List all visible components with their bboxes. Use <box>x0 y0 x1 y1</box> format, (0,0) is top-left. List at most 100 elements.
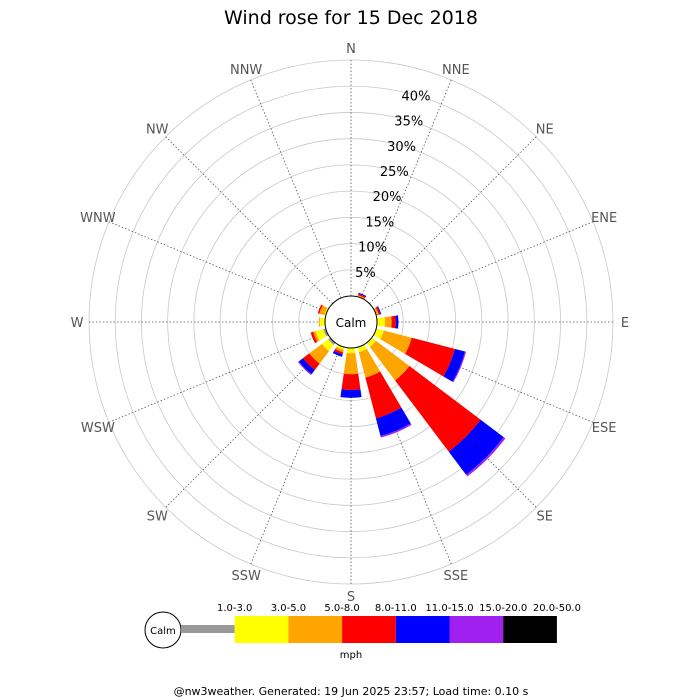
bar-sw-15.0-20.0 <box>297 361 312 376</box>
direction-label-ese: ESE <box>592 421 617 436</box>
bar-s-8.0-11.0 <box>341 373 361 390</box>
spoke-wnw <box>108 221 328 313</box>
legend-swatch <box>288 616 343 643</box>
chart-title: Wind rose for 15 Dec 2018 <box>224 7 478 29</box>
bar-ene-8.0-11.0 <box>375 306 381 315</box>
bar-ese-5.0-8.0 <box>380 330 412 354</box>
bar-wnw-8.0-11.0 <box>317 304 323 314</box>
calm-label: Calm <box>336 316 367 330</box>
grid-ring <box>141 112 561 532</box>
bar-wsw-8.0-11.0 <box>310 331 318 344</box>
bar-w-3.0-5.0 <box>319 317 326 327</box>
direction-label-ssw: SSW <box>231 569 261 584</box>
direction-label-sw: SW <box>147 510 168 525</box>
bar-se-11.0-15.0 <box>448 419 504 475</box>
bar-ene-5.0-8.0 <box>373 307 379 316</box>
grid-ring <box>114 85 588 559</box>
legend-swatch <box>449 616 504 643</box>
legend-unit: mph <box>340 650 362 661</box>
direction-label-w: W <box>71 316 84 331</box>
radial-tick-label: 25% <box>380 165 409 180</box>
radial-tick-label: 35% <box>394 115 423 130</box>
bar-sse-15.0-20.0 <box>380 423 412 438</box>
bar-s-11.0-15.0 <box>340 389 362 398</box>
legend-bin-label: 1.0-3.0 <box>217 603 252 614</box>
direction-label-wnw: WNW <box>80 211 116 226</box>
wind-bars <box>297 292 506 477</box>
legend-bin-label: 15.0-20.0 <box>479 603 527 614</box>
legend-bin-label: 20.0-50.0 <box>533 603 581 614</box>
legend-bin-label: 11.0-15.0 <box>425 603 473 614</box>
direction-label-wsw: WSW <box>81 421 115 436</box>
bar-se-5.0-8.0 <box>369 340 410 381</box>
bar-sse-11.0-15.0 <box>375 407 411 437</box>
radial-tick-label: 5% <box>355 266 376 281</box>
bar-sse-8.0-11.0 <box>365 371 402 419</box>
radial-tick-label: 15% <box>365 215 394 230</box>
bar-ese-3.0-5.0 <box>373 328 384 340</box>
bar-wsw-1.0-3.0 <box>323 328 329 337</box>
bar-wsw-5.0-8.0 <box>313 331 320 342</box>
bar-s-3.0-5.0 <box>346 347 356 354</box>
bar-e-3.0-5.0 <box>376 317 385 327</box>
bar-ssw-8.0-11.0 <box>334 348 344 355</box>
grid-ring <box>245 216 457 428</box>
grid-ring <box>167 138 535 506</box>
footer-text: @nw3weather. Generated: 19 Jun 2025 23:5… <box>174 685 529 698</box>
spoke-wsw <box>108 331 328 423</box>
bar-se-8.0-11.0 <box>395 366 481 452</box>
legend-swatch <box>503 616 557 643</box>
bar-ssw-3.0-5.0 <box>336 344 345 350</box>
spoke-nne <box>360 79 452 299</box>
bar-se-3.0-5.0 <box>366 337 376 347</box>
bar-ese-11.0-15.0 <box>443 348 466 382</box>
direction-label-nnw: NNW <box>230 63 262 78</box>
legend-bin-label: 8.0-11.0 <box>375 603 417 614</box>
legend-swatch <box>395 616 450 643</box>
legend-swatch <box>342 616 396 643</box>
bar-nne-8.0-11.0 <box>357 293 366 299</box>
spoke-ne <box>369 136 537 304</box>
grid-ring <box>272 243 430 401</box>
spoke-ene <box>374 221 594 313</box>
radial-tick-label: 10% <box>358 241 387 256</box>
grid-ring <box>193 164 509 480</box>
bar-w-5.0-8.0 <box>318 317 321 327</box>
bar-wsw-3.0-5.0 <box>315 329 327 341</box>
bar-e-11.0-15.0 <box>395 315 399 329</box>
bar-sw-8.0-11.0 <box>303 353 320 370</box>
spoke-ssw <box>250 345 342 565</box>
radial-tick-label: 20% <box>373 190 402 205</box>
bar-e-5.0-8.0 <box>384 316 392 328</box>
direction-label-nw: NW <box>146 122 169 137</box>
bar-sw-11.0-15.0 <box>298 358 315 375</box>
direction-label-s: S <box>347 590 355 605</box>
bar-e-8.0-11.0 <box>391 315 396 329</box>
radial-tick-label: 30% <box>387 140 416 155</box>
bar-sw-3.0-5.0 <box>321 339 334 352</box>
direction-label-nne: NNE <box>442 63 470 78</box>
direction-label-e: E <box>621 316 629 331</box>
legend-swatch <box>181 625 235 633</box>
spoke-nw <box>165 136 333 304</box>
bar-ssw-11.0-15.0 <box>332 350 343 357</box>
legend-bin-label: 3.0-5.0 <box>271 603 306 614</box>
legend-calm-label: Calm <box>150 626 176 637</box>
direction-label-ne: NE <box>536 122 554 137</box>
bar-wnw-5.0-8.0 <box>319 305 328 316</box>
bar-se-15.0-20.0 <box>466 437 506 477</box>
legend-swatch <box>234 616 289 643</box>
calm-circle: Calm <box>324 295 378 349</box>
bar-nne-11.0-15.0 <box>358 292 367 297</box>
grid-ring <box>219 190 483 454</box>
bar-sw-1.0-3.0 <box>328 337 336 345</box>
radial-tick-labels: 5% 10% 15% 20% 25% 30% 35% 40% <box>355 89 430 280</box>
bar-ssw-5.0-8.0 <box>335 346 344 353</box>
bar-ene-11.0-15.0 <box>377 306 382 315</box>
bar-ese-15.0-20.0 <box>452 351 467 383</box>
bar-ese-8.0-11.0 <box>405 337 455 377</box>
spoke-nnw <box>250 79 342 299</box>
direction-labels: N NNE NE ENE E ESE SE SSE S SSW SW WSW W WNW NW NNW <box>71 42 630 605</box>
legend-bin-label: 5.0-8.0 <box>324 603 359 614</box>
